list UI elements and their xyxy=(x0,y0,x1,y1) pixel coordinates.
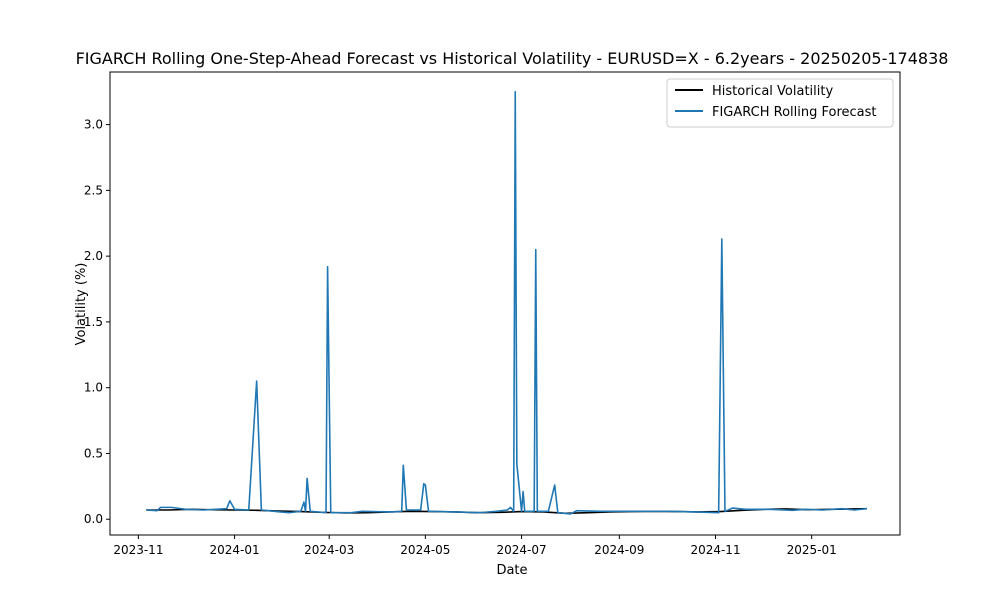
y-tick-label: 2.0 xyxy=(84,249,103,263)
legend-label-figarch-rolling-forecast: FIGARCH Rolling Forecast xyxy=(712,105,877,120)
series-line-figarch-rolling-forecast xyxy=(146,90,867,515)
x-tick-label: 2024-11 xyxy=(690,543,740,557)
x-axis-ticks: 2023-11 2024-01 2024-03 2024-05 2024-07 2024-… xyxy=(113,535,837,557)
x-tick-label: 2024-01 xyxy=(210,543,260,557)
x-tick-label: 2024-09 xyxy=(594,543,644,557)
legend-box xyxy=(666,78,894,128)
y-tick-label: 2.5 xyxy=(84,183,103,197)
x-axis-title: Date xyxy=(496,563,527,578)
y-tick-label: 1.0 xyxy=(84,381,103,395)
y-tick-label: 3.0 xyxy=(84,118,103,132)
y-tick-label: 1.5 xyxy=(84,315,103,329)
y-axis-ticks: 0.0 0.5 1.0 1.5 2.0 2.5 3.0 xyxy=(84,118,110,526)
legend-label-historical-volatility: Historical Volatility xyxy=(712,84,833,99)
plot-frame xyxy=(109,71,901,536)
x-tick-label: 2023-11 xyxy=(113,543,163,557)
x-tick-label: 2024-05 xyxy=(400,543,450,557)
y-axis-title: Volatility (%) xyxy=(74,263,89,346)
x-tick-label: 2024-03 xyxy=(304,543,354,557)
y-tick-label: 0.0 xyxy=(84,512,103,526)
series-group xyxy=(146,90,867,515)
chart-title: FIGARCH Rolling One-Step-Ahead Forecast … xyxy=(76,49,949,68)
y-tick-label: 0.5 xyxy=(84,446,103,460)
x-tick-label: 2024-07 xyxy=(496,543,546,557)
x-tick-label: 2025-01 xyxy=(787,543,837,557)
legend: Historical Volatility FIGARCH Rolling Fo… xyxy=(666,78,894,128)
